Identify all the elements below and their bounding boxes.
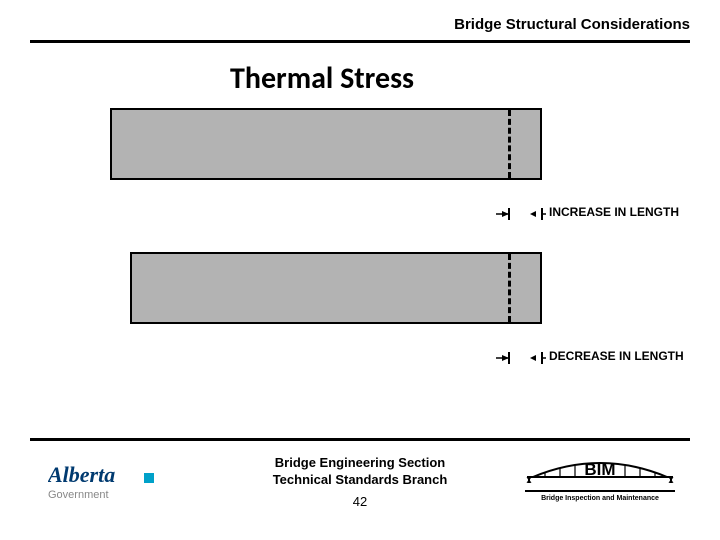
beam-expanded <box>110 108 542 180</box>
svg-text:BIM: BIM <box>584 460 615 479</box>
beam-contracted <box>130 252 542 324</box>
footer-rule <box>30 438 690 441</box>
increase-label: INCREASE IN LENGTH <box>549 205 679 219</box>
dimension-arrow-decrease <box>496 350 546 366</box>
dimension-arrow-increase <box>496 206 546 222</box>
beam-expanded-original-edge <box>508 110 511 178</box>
bim-logo: BIM Bridge Inspection and Maintenance <box>525 455 675 502</box>
bridge-icon: BIM <box>525 455 675 483</box>
header-rule <box>30 40 690 43</box>
bim-subtitle: Bridge Inspection and Maintenance <box>525 495 675 502</box>
page-title: Thermal Stress <box>230 60 414 97</box>
header-label: Bridge Structural Considerations <box>454 16 690 33</box>
beam-contracted-original-edge <box>508 254 511 322</box>
decrease-label: DECREASE IN LENGTH <box>549 349 684 363</box>
bim-rule <box>525 490 675 492</box>
